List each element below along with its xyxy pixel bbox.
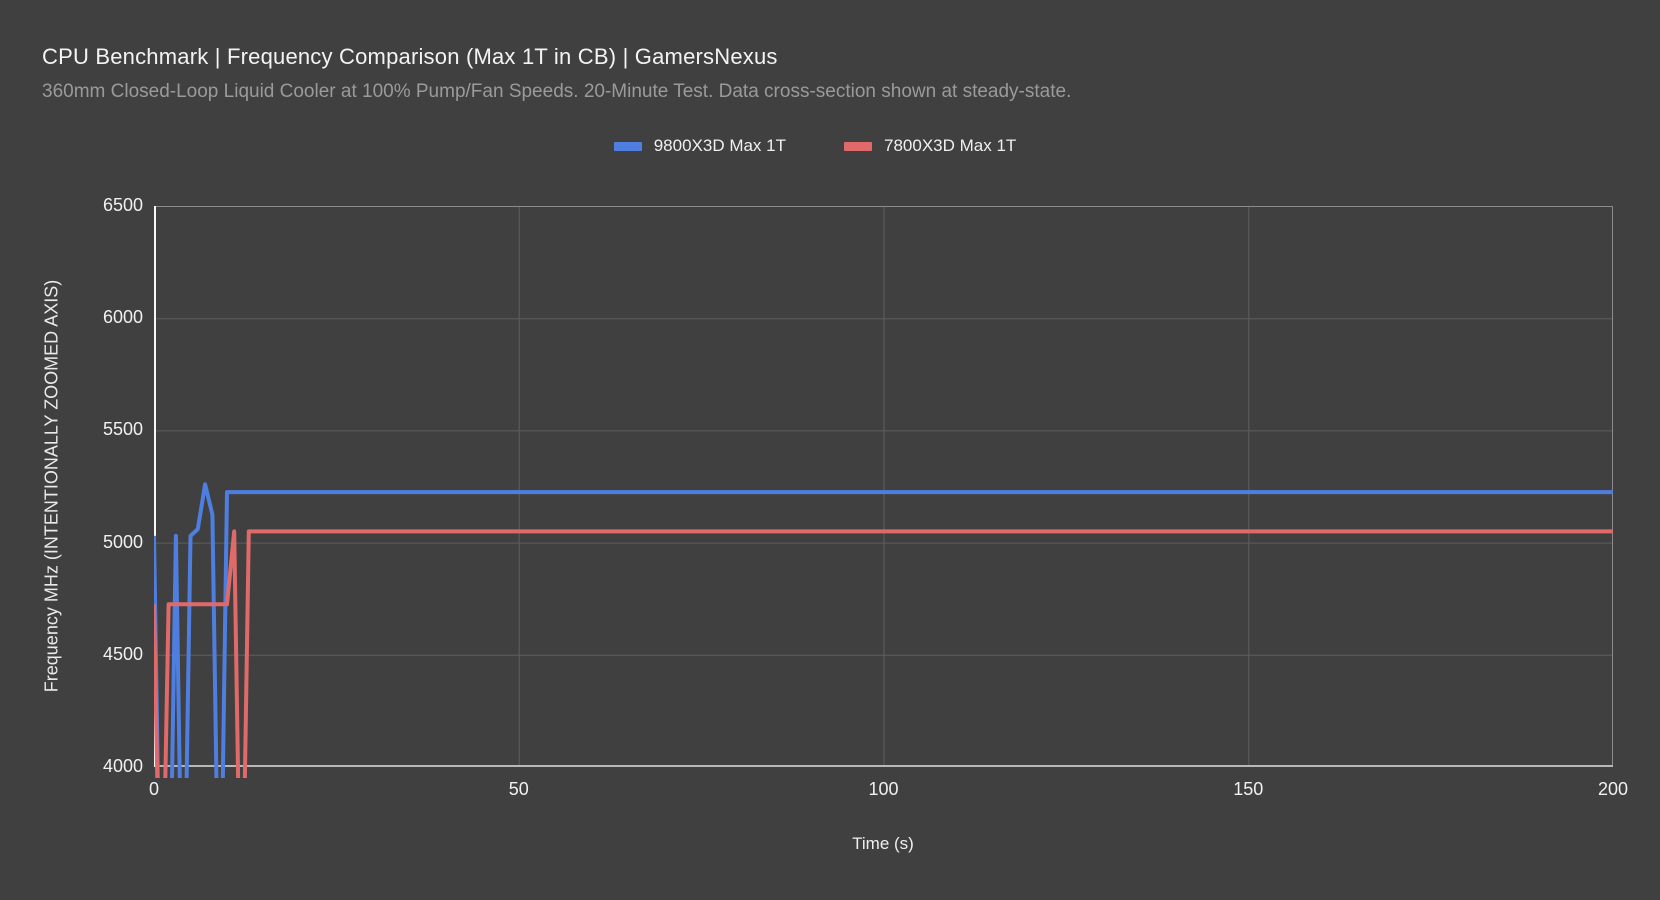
- y-tick-5500: 5500: [102, 419, 143, 440]
- legend-swatch-9800x3d: [613, 141, 642, 151]
- x-tick-100: 100: [868, 779, 899, 799]
- legend-label-7800x3d: 7800X3D Max 1T: [884, 136, 1017, 155]
- legend-item-7800x3d: 7800X3D Max 1T: [844, 136, 1016, 156]
- y-tick-6500: 6500: [102, 195, 143, 215]
- legend-item-9800x3d: 9800X3D Max 1T: [613, 136, 786, 156]
- chart-title: CPU Benchmark | Frequency Comparison (Ma…: [42, 44, 778, 69]
- plot-area[interactable]: [154, 206, 1613, 778]
- x-tick-200: 200: [1597, 779, 1629, 799]
- y-tick-4000: 4000: [102, 756, 143, 776]
- y-tick-6000: 6000: [102, 307, 143, 328]
- series-line-7800x3d-max-1t[interactable]: [154, 529, 1613, 778]
- y-axis-title: Frequency MHz (INTENTIONALLY ZOOMED AXIS…: [41, 279, 62, 693]
- legend-swatch-7800x3d: [844, 141, 872, 151]
- x-axis-title: Time (s): [852, 834, 914, 853]
- legend: 9800X3D Max 1T 7800X3D Max 1T: [0, 134, 1630, 158]
- chart-subtitle: 360mm Closed-Loop Liquid Cooler at 100% …: [42, 81, 1072, 102]
- y-tick-4500: 4500: [102, 643, 143, 664]
- legend-label-9800x3d: 9800X3D Max 1T: [653, 136, 786, 155]
- x-tick-50: 50: [508, 779, 529, 799]
- series-line-9800x3d-max-1t[interactable]: [154, 482, 1613, 778]
- x-tick-150: 150: [1233, 779, 1264, 799]
- x-tick-0: 0: [148, 779, 159, 799]
- y-tick-5000: 5000: [102, 531, 143, 552]
